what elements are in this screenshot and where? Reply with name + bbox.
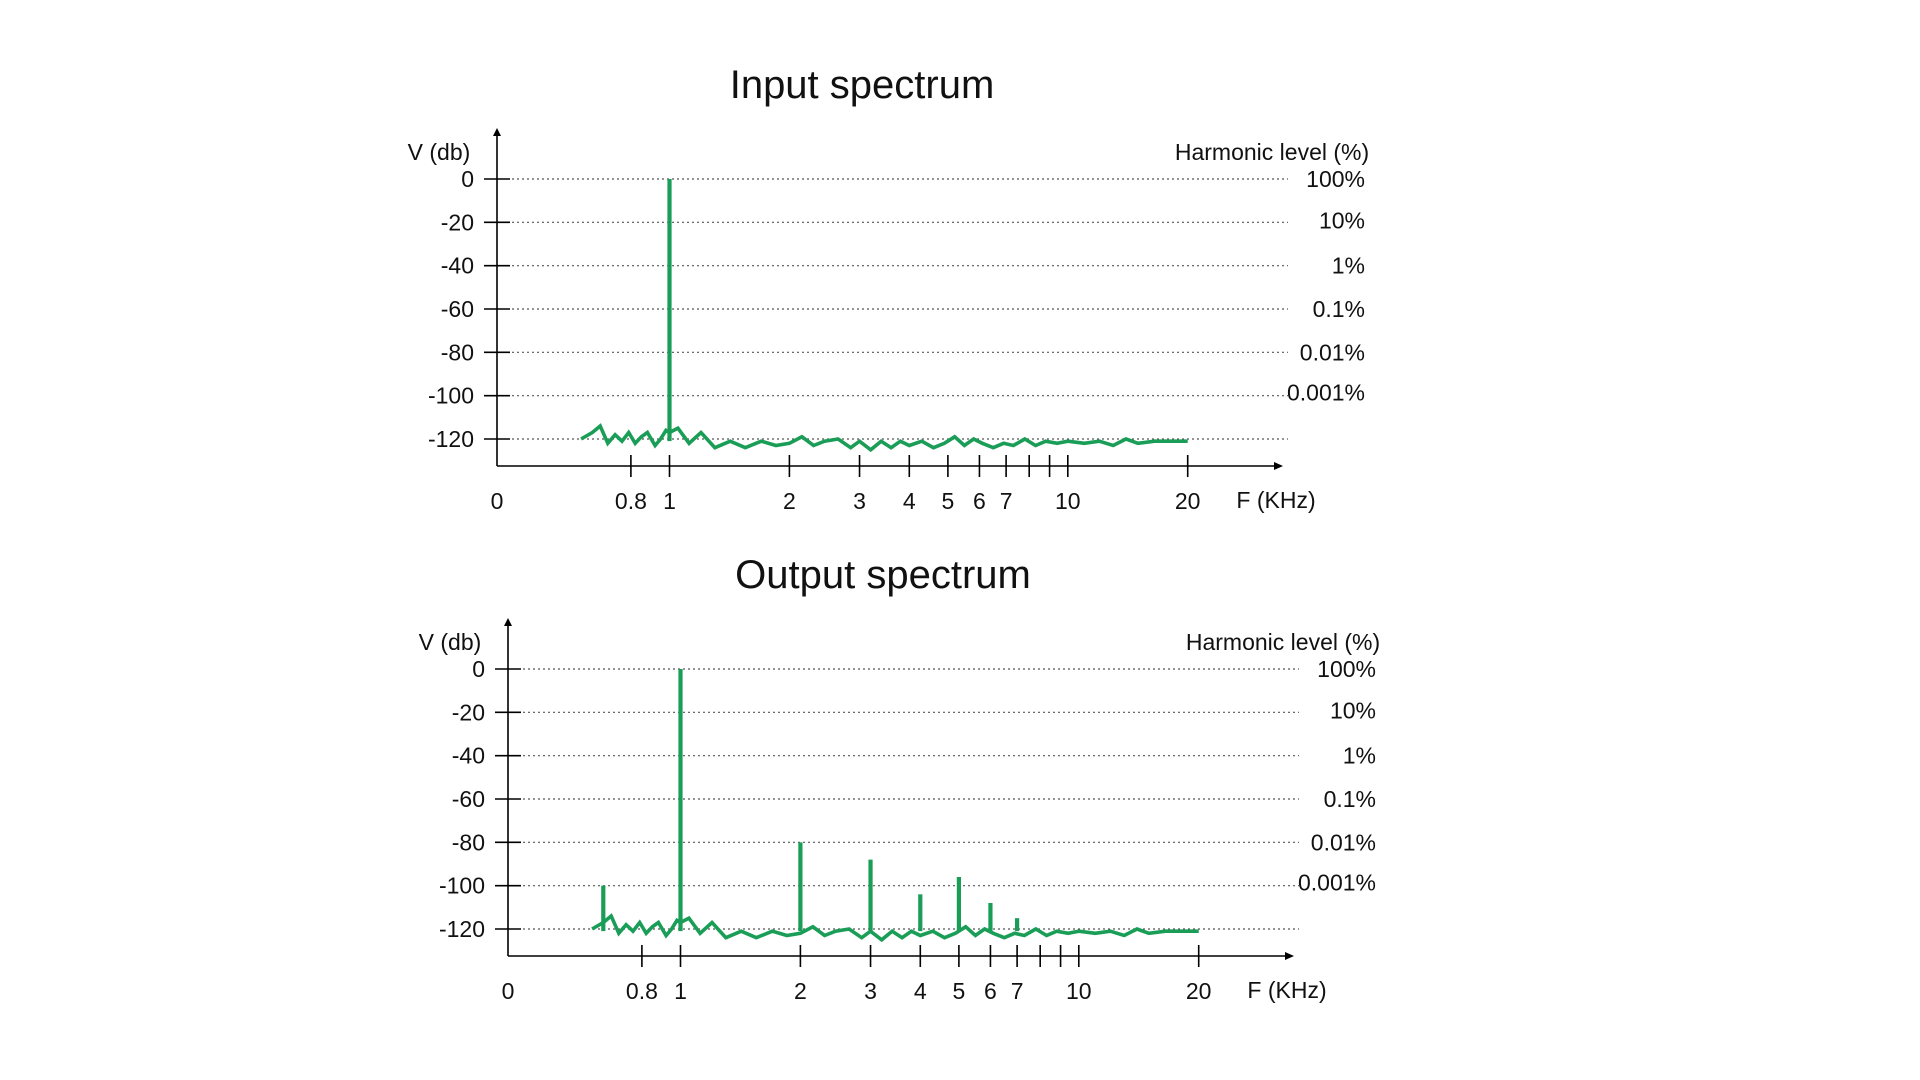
x-tick-label: 0: [502, 978, 515, 1004]
output-spectrum-chart: Output spectrum V (db) Harmonic level (%…: [419, 553, 1380, 1004]
x-tick-label: 5: [942, 488, 955, 514]
x-tick-label: 0.8: [626, 978, 658, 1004]
gridlines: [512, 178, 1288, 440]
x-axis-label: F (KHz): [1247, 977, 1326, 1003]
right-axis-label: Harmonic level (%): [1175, 139, 1369, 165]
right-axis-label: Harmonic level (%): [1186, 629, 1380, 655]
spectrum-series: [580, 179, 1188, 453]
harmonic-level-label: 10%: [1319, 207, 1365, 233]
x-tick-label: 0.8: [615, 488, 647, 514]
y-tick-label: -120: [439, 916, 485, 942]
x-tick-label: 1: [663, 488, 676, 514]
noise-floor-line: [580, 423, 1188, 453]
x-tick-label: 2: [783, 488, 796, 514]
x-tick-label: 20: [1186, 978, 1212, 1004]
y-tick-label: -40: [452, 743, 485, 769]
x-tick-label: 2: [794, 978, 807, 1004]
tick-labels: 0 -20 -40 -60 -80 -100 -120 100% 10% 1% 0.1% 0.01% 0…: [439, 656, 1376, 1004]
chart-title: Input spectrum: [730, 63, 995, 107]
harmonic-level-label: 10%: [1330, 697, 1376, 723]
y-tick-label: -120: [428, 426, 474, 452]
y-tick-label: 0: [461, 166, 474, 192]
x-tick-label: 3: [853, 488, 866, 514]
harmonic-level-label: 100%: [1317, 656, 1376, 682]
axes: [504, 618, 1294, 960]
x-tick-label: 6: [984, 978, 997, 1004]
x-axis-arrow: [1274, 462, 1283, 470]
harmonic-level-label: 0.01%: [1311, 829, 1376, 855]
y-tick-label: -20: [452, 699, 485, 725]
x-tick-label: 7: [1000, 488, 1013, 514]
x-tick-label: 10: [1066, 978, 1092, 1004]
y-tick-label: 0: [472, 656, 485, 682]
harmonic-level-label: 100%: [1306, 166, 1365, 192]
x-tick-label: 5: [953, 978, 966, 1004]
y-tick-label: -40: [441, 253, 474, 279]
x-tick-label: 7: [1011, 978, 1024, 1004]
x-axis-arrow: [1285, 952, 1294, 960]
x-tick-label: 0: [491, 488, 504, 514]
y-tick-label: -20: [441, 209, 474, 235]
x-tick-label: 3: [864, 978, 877, 1004]
x-axis-label: F (KHz): [1236, 487, 1315, 513]
harmonic-level-label: 1%: [1332, 253, 1365, 279]
harmonic-level-label: 0.1%: [1324, 786, 1376, 812]
y-axis-label: V (db): [419, 629, 482, 655]
input-spectrum-chart: Input spectrum V (db) Harmonic level (%)…: [408, 63, 1369, 514]
y-tick-label: -60: [452, 786, 485, 812]
tick-labels: 0 -20 -40 -60 -80 -100 -120 100% 10% 1% 0.1% 0.01% 0…: [428, 166, 1365, 514]
x-tick-label: 10: [1055, 488, 1081, 514]
y-tick-label: -100: [439, 873, 485, 899]
harmonic-level-label: 0.1%: [1313, 296, 1365, 322]
y-axis-arrow: [504, 618, 512, 626]
x-tick-label: 6: [973, 488, 986, 514]
harmonic-level-label: 0.001%: [1287, 380, 1365, 406]
y-tick-label: -80: [452, 829, 485, 855]
spectrum-series: [591, 669, 1199, 943]
gridlines: [523, 668, 1299, 930]
harmonic-level-label: 1%: [1343, 743, 1376, 769]
y-tick-label: -100: [428, 383, 474, 409]
y-axis-arrow: [493, 128, 501, 136]
x-tick-label: 1: [674, 978, 687, 1004]
axes: [493, 128, 1283, 470]
harmonic-level-label: 0.01%: [1300, 339, 1365, 365]
x-tick-label: 20: [1175, 488, 1201, 514]
y-axis-label: V (db): [408, 139, 471, 165]
chart-title: Output spectrum: [735, 553, 1031, 597]
x-tick-label: 4: [914, 978, 927, 1004]
harmonic-level-label: 0.001%: [1298, 870, 1376, 896]
noise-floor-line: [591, 913, 1199, 943]
y-tick-label: -60: [441, 296, 474, 322]
x-tick-label: 4: [903, 488, 916, 514]
y-tick-label: -80: [441, 339, 474, 365]
